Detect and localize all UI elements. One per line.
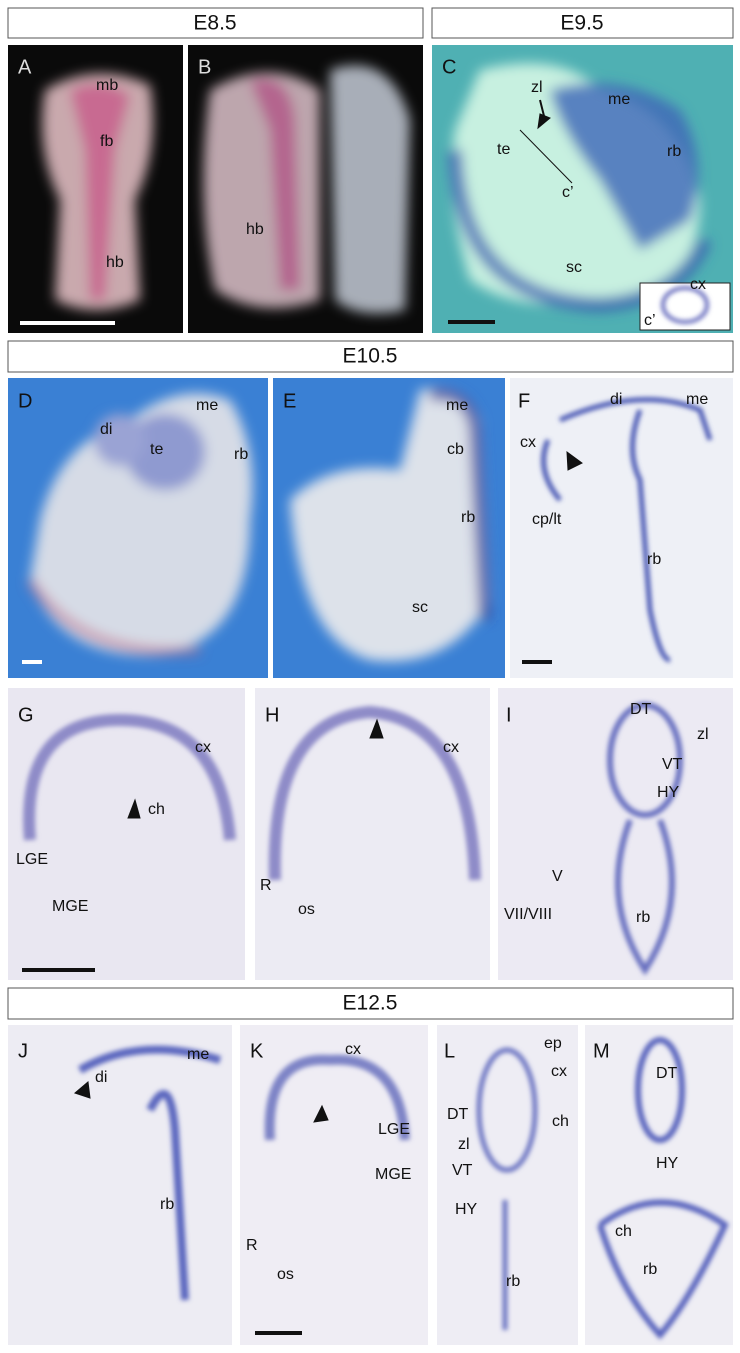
structure-label: HY	[656, 1155, 679, 1172]
structure-label: c’	[644, 312, 656, 329]
structure-label: MGE	[52, 898, 88, 915]
structure-label: ep	[544, 1035, 562, 1052]
stage-header: E12.5	[343, 992, 398, 1015]
structure-label: VT	[452, 1162, 473, 1179]
structure-label: VT	[662, 756, 683, 773]
structure-label: R	[260, 877, 272, 894]
panel-letter: B	[198, 56, 211, 78]
structure-label: R	[246, 1237, 258, 1254]
structure-label: sc	[412, 599, 428, 616]
structure-label: rb	[643, 1261, 657, 1278]
structure-label: cx	[443, 739, 459, 756]
panel-labels: Amb fb hb Bhb Czl me te c’ rb sc cx c’ D me di te rb E me c…	[16, 56, 709, 1290]
structure-label: hb	[246, 221, 264, 238]
structure-label: DT	[630, 701, 652, 718]
scale-bars	[20, 320, 552, 1335]
panel-letter: G	[18, 704, 34, 726]
structure-label: mb	[96, 77, 118, 94]
panel-letter: F	[518, 390, 530, 412]
arrowheads	[73, 99, 583, 1123]
structure-label: rb	[160, 1196, 174, 1213]
structure-label: rb	[461, 509, 475, 526]
structure-label: te	[497, 141, 510, 158]
panel-letter: J	[18, 1040, 28, 1062]
structure-label: zl	[697, 726, 709, 743]
panel-letter: K	[250, 1040, 264, 1062]
structure-label: os	[277, 1266, 294, 1283]
panel-letter: L	[444, 1040, 455, 1062]
structure-label: me	[608, 91, 630, 108]
structure-label: cx	[551, 1063, 567, 1080]
structure-label: DT	[656, 1065, 678, 1082]
structure-label: te	[150, 441, 163, 458]
structure-label: c’	[562, 184, 574, 201]
structure-label: cx	[520, 434, 536, 451]
structure-label: rb	[234, 446, 248, 463]
structure-label: di	[95, 1069, 107, 1086]
structure-label: cx	[690, 276, 706, 293]
structure-label: me	[196, 397, 218, 414]
structure-label: ch	[552, 1113, 569, 1130]
panel-letter: M	[593, 1040, 610, 1062]
structure-label: os	[298, 901, 315, 918]
structure-label: ch	[148, 801, 165, 818]
panel-letter: E	[283, 390, 296, 412]
structure-label: V	[552, 868, 563, 885]
structure-label: HY	[455, 1201, 478, 1218]
panel-images	[8, 45, 733, 1345]
structure-label: cb	[447, 441, 464, 458]
structure-label: me	[446, 397, 468, 414]
stage-header: E10.5	[343, 345, 398, 368]
structure-label: MGE	[375, 1166, 411, 1183]
structure-label: fb	[100, 133, 113, 150]
panel-letter: C	[442, 56, 456, 78]
structure-label: VII/VIII	[504, 906, 552, 923]
structure-label: zl	[458, 1136, 470, 1153]
structure-label: ch	[615, 1223, 632, 1240]
structure-label: cx	[195, 739, 211, 756]
structure-label: DT	[447, 1106, 469, 1123]
structure-label: cp/lt	[532, 511, 562, 528]
header-boxes	[7, 7, 734, 1020]
structure-label: rb	[667, 143, 681, 160]
panel-letter: A	[18, 56, 32, 78]
structure-label: LGE	[16, 851, 48, 868]
structure-label: me	[187, 1046, 209, 1063]
structure-label: sc	[566, 259, 582, 276]
structure-label: me	[686, 391, 708, 408]
structure-label: di	[100, 421, 112, 438]
structure-label: rb	[647, 551, 661, 568]
panel-letter: H	[265, 704, 279, 726]
stage-header: E9.5	[560, 12, 603, 35]
structure-label: zl	[531, 79, 543, 96]
structure-label: hb	[106, 254, 124, 271]
stage-header: E8.5	[193, 12, 236, 35]
panel-letter: D	[18, 390, 32, 412]
structure-label: rb	[636, 909, 650, 926]
panel-letter: I	[506, 704, 512, 726]
structure-label: di	[610, 391, 622, 408]
structure-label: LGE	[378, 1121, 410, 1138]
structure-label: rb	[506, 1273, 520, 1290]
structure-label: cx	[345, 1041, 361, 1058]
structure-label: HY	[657, 784, 680, 801]
